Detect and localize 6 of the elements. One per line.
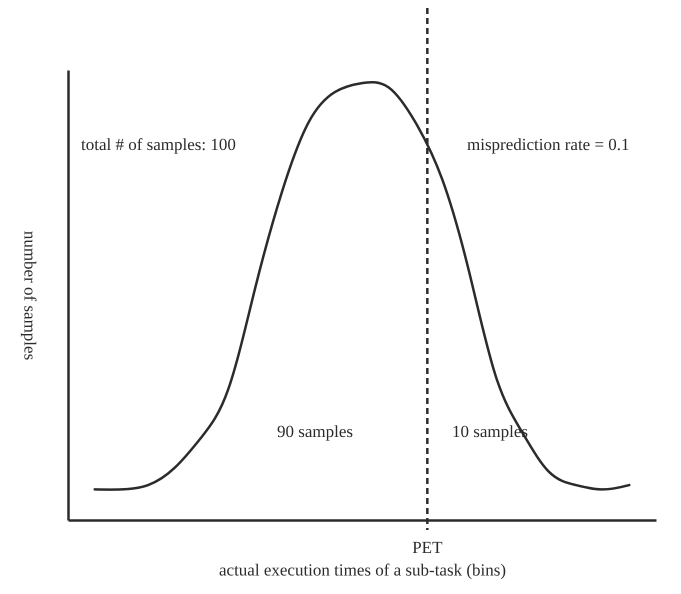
x-axis-title: actual execution times of a sub-task (bins): [218, 560, 506, 580]
annotation: 90 samples: [276, 422, 354, 441]
text: PET: [412, 538, 444, 557]
y-axis-title: number of samples: [20, 230, 40, 360]
annotation: misprediction rate = 0.1: [467, 135, 630, 154]
annotation: total # of samples: 100: [81, 135, 236, 154]
